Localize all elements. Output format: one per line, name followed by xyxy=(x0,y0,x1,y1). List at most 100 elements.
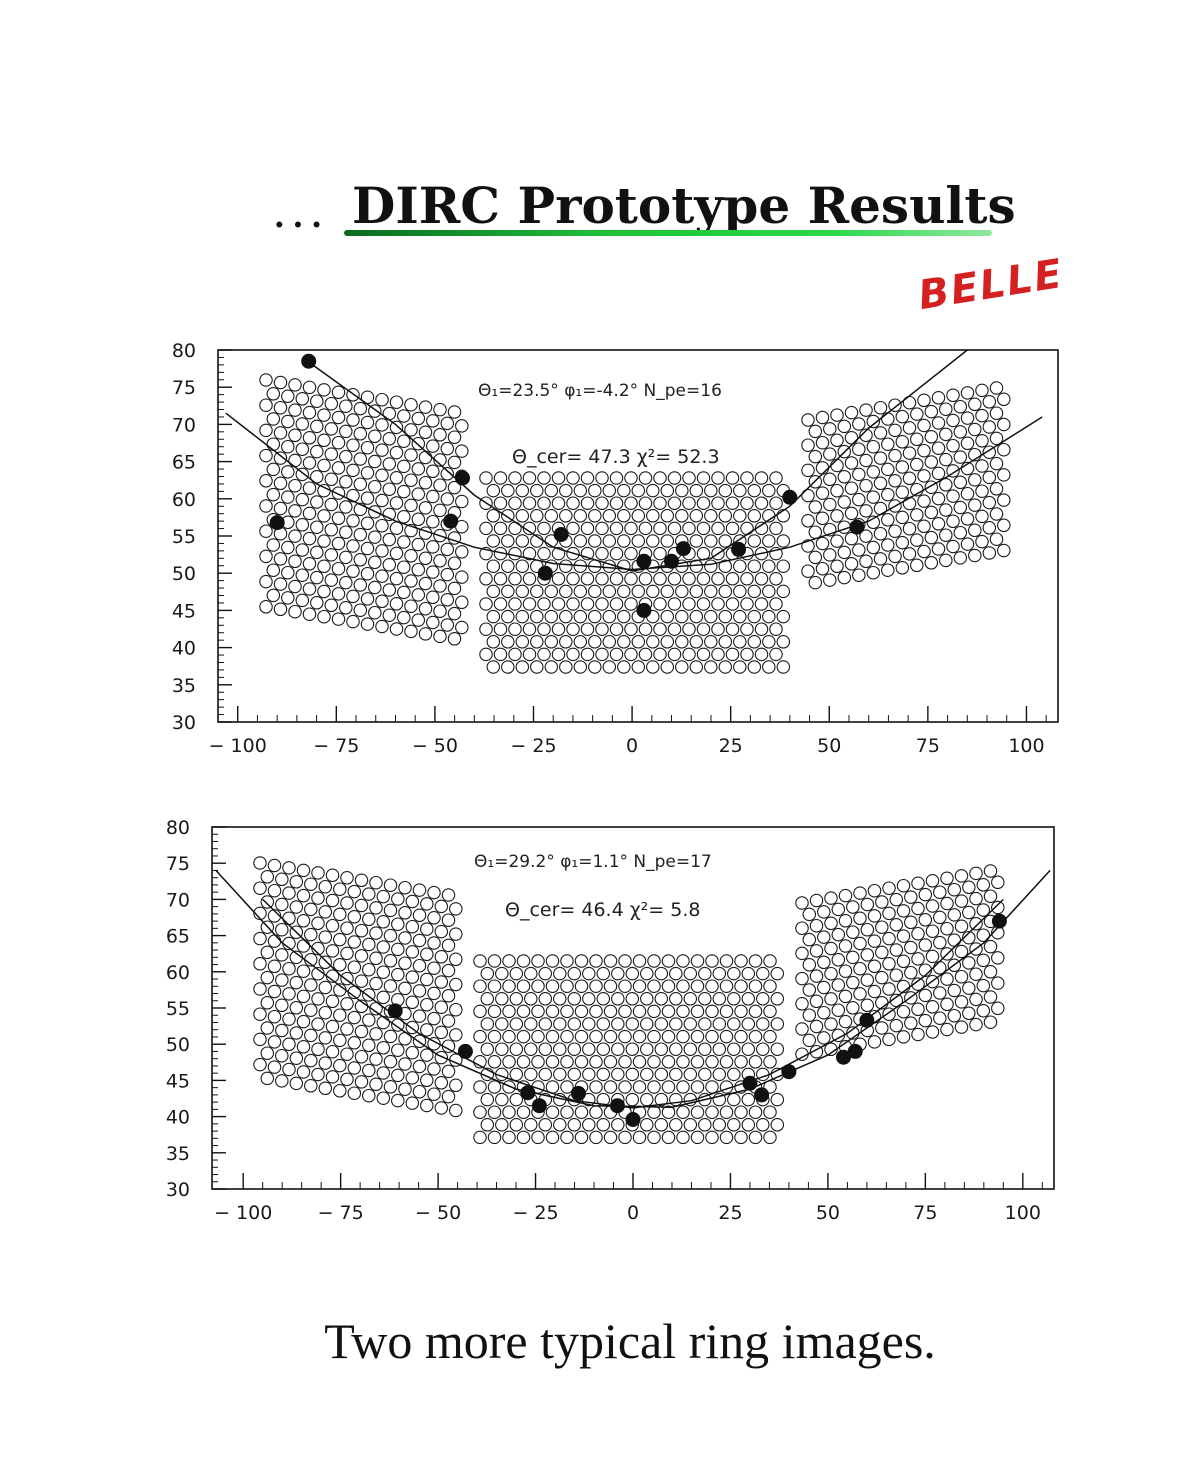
pmt-tube-marker xyxy=(420,972,434,987)
pmt-tube-marker xyxy=(609,597,624,611)
pmt-tube-marker xyxy=(455,419,469,433)
pmt-tube-marker xyxy=(544,660,559,674)
pmt-tube-marker xyxy=(682,647,696,662)
pmt-tube-marker xyxy=(769,521,783,536)
pmt-tube-marker xyxy=(718,584,733,599)
pmt-tube-marker xyxy=(795,971,809,986)
pmt-tube-marker xyxy=(551,597,566,611)
x-tick-label: − 25 xyxy=(510,735,556,757)
pmt-tube-marker xyxy=(741,992,756,1006)
pmt-tube-marker xyxy=(910,558,924,573)
pmt-tube-marker xyxy=(376,1041,391,1055)
pmt-tube-marker xyxy=(441,1064,456,1079)
pmt-tube-marker xyxy=(493,572,508,586)
pmt-tube-marker xyxy=(638,622,653,636)
pmt-tube-marker xyxy=(434,975,449,989)
pmt-tube-marker xyxy=(441,1089,456,1104)
pmt-tube-marker xyxy=(640,966,654,981)
pmt-tube-marker xyxy=(875,970,889,985)
pmt-tube-marker xyxy=(331,561,346,576)
pmt-tube-marker xyxy=(682,471,696,485)
pmt-tube-marker xyxy=(440,567,455,582)
pmt-tube-marker xyxy=(925,899,940,913)
pmt-tube-marker xyxy=(404,498,418,513)
pmt-tube-marker xyxy=(302,481,317,495)
pmt-tube-marker xyxy=(831,927,846,942)
pmt-tube-marker xyxy=(551,471,566,485)
photon-hit-point xyxy=(455,470,470,486)
pmt-tube-marker xyxy=(324,548,339,562)
pmt-tube-marker xyxy=(339,500,353,514)
pmt-tube-marker xyxy=(317,534,331,548)
pmt-tube-marker xyxy=(501,509,515,523)
pmt-tube-marker xyxy=(718,483,733,498)
pmt-tube-marker xyxy=(940,947,954,961)
pmt-tube-marker xyxy=(795,1022,809,1036)
pmt-tube-marker xyxy=(516,1105,531,1119)
pmt-tube-marker xyxy=(289,1026,304,1040)
pmt-tube-marker xyxy=(288,604,302,619)
pmt-tube-marker xyxy=(933,885,947,899)
pmt-tube-marker xyxy=(553,1042,567,1056)
pmt-tube-marker xyxy=(382,406,397,421)
pmt-tube-marker xyxy=(391,1093,405,1108)
pmt-tube-marker xyxy=(325,1070,340,1084)
pmt-tube-marker xyxy=(683,1118,698,1132)
pmt-tube-marker xyxy=(418,551,433,566)
pmt-tube-marker xyxy=(502,1055,516,1069)
pmt-tube-marker xyxy=(846,950,860,965)
pmt-tube-marker xyxy=(397,409,411,423)
pmt-tube-marker xyxy=(925,974,940,989)
pmt-tube-marker xyxy=(516,954,531,968)
pmt-tube-marker xyxy=(368,555,382,570)
pmt-tube-marker xyxy=(412,933,427,948)
x-tick-label: − 50 xyxy=(415,1202,461,1224)
pmt-tube-marker xyxy=(398,880,412,895)
pmt-tube-marker xyxy=(325,994,340,1009)
pmt-tube-marker xyxy=(318,955,333,970)
pmt-tube-marker xyxy=(339,601,353,615)
pmt-tube-marker xyxy=(289,900,304,914)
pmt-tube-marker xyxy=(817,905,831,919)
pmt-tube-marker xyxy=(266,412,281,426)
pmt-tube-marker xyxy=(447,581,462,596)
pmt-tube-marker xyxy=(808,500,823,514)
pmt-tube-marker xyxy=(333,932,347,947)
pmt-tube-marker xyxy=(667,471,682,485)
pmt-tube-marker xyxy=(353,452,368,466)
pmt-tube-marker xyxy=(537,546,551,561)
pmt-tube-marker xyxy=(875,945,889,960)
pmt-tube-marker xyxy=(353,477,368,491)
pmt-tube-marker xyxy=(902,547,917,561)
pmt-tube-marker xyxy=(763,954,777,968)
pmt-tube-marker xyxy=(282,861,296,875)
pmt-tube-marker xyxy=(611,1067,625,1082)
pmt-tube-marker xyxy=(704,609,718,624)
pmt-tube-marker xyxy=(873,451,888,465)
pmt-tube-marker xyxy=(817,1005,831,1020)
pmt-tube-marker xyxy=(368,580,382,595)
y-tick-label: 80 xyxy=(166,817,190,839)
pmt-tube-marker xyxy=(846,900,860,914)
pmt-tube-marker xyxy=(896,878,911,893)
pmt-tube-marker xyxy=(939,553,953,568)
pmt-tube-marker xyxy=(734,1105,748,1119)
pmt-tube-marker xyxy=(889,968,904,982)
pmt-tube-marker xyxy=(837,470,852,484)
pmt-tube-marker xyxy=(711,622,725,636)
pmt-tube-marker xyxy=(310,444,324,459)
pmt-tube-marker xyxy=(904,890,918,904)
pmt-tube-marker xyxy=(747,609,762,624)
pmt-tube-marker xyxy=(625,1092,640,1107)
pmt-tube-marker xyxy=(817,955,831,970)
y-tick-label: 75 xyxy=(172,377,196,399)
pmt-tube-marker xyxy=(910,533,924,547)
pmt-tube-marker xyxy=(867,959,882,974)
pmt-tube-marker xyxy=(683,1067,698,1082)
pmt-tube-marker xyxy=(411,436,426,451)
pmt-tube-marker xyxy=(940,997,954,1012)
pmt-tube-marker xyxy=(340,871,354,885)
pmt-tube-marker xyxy=(449,952,463,967)
pmt-tube-marker xyxy=(434,1000,449,1014)
pmt-tube-marker xyxy=(624,572,638,586)
